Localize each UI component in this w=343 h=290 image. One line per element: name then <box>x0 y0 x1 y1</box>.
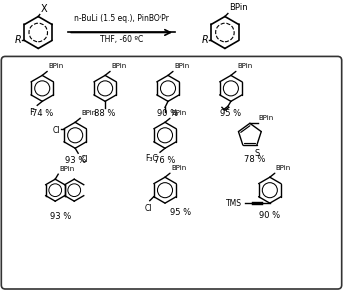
Text: 95 %: 95 % <box>220 109 241 118</box>
Text: 90 %: 90 % <box>259 211 280 220</box>
Text: BPin: BPin <box>171 165 186 171</box>
Text: BPin: BPin <box>59 166 74 172</box>
Text: n-BuLi (1.5 eq.), PinBOⁱPr: n-BuLi (1.5 eq.), PinBOⁱPr <box>74 14 169 23</box>
Text: BPin: BPin <box>174 64 189 69</box>
Text: TMS: TMS <box>226 199 242 208</box>
Text: Cl: Cl <box>80 155 88 164</box>
Text: BPin: BPin <box>81 110 96 116</box>
Text: 76 %: 76 % <box>154 156 176 165</box>
Text: 78 %: 78 % <box>244 155 265 164</box>
Text: 95 %: 95 % <box>170 208 191 217</box>
Text: THF, -60 ºC: THF, -60 ºC <box>100 35 143 44</box>
Text: BPin: BPin <box>276 165 291 171</box>
Text: 74 %: 74 % <box>32 109 53 118</box>
Text: BPin: BPin <box>111 64 126 69</box>
Text: BPin: BPin <box>259 115 274 121</box>
Text: 88 %: 88 % <box>94 109 116 118</box>
Text: BPin: BPin <box>48 64 63 69</box>
Text: 93 %: 93 % <box>50 212 71 221</box>
Text: R: R <box>15 35 21 46</box>
Text: 90 %: 90 % <box>157 109 179 118</box>
Text: BPin: BPin <box>229 3 248 12</box>
Text: 93 %: 93 % <box>64 156 86 165</box>
Text: Cl: Cl <box>145 204 153 213</box>
Text: F₃C: F₃C <box>145 154 158 163</box>
Text: F: F <box>29 108 34 117</box>
Text: BPin: BPin <box>171 110 186 116</box>
FancyBboxPatch shape <box>1 57 342 289</box>
Text: BPin: BPin <box>237 64 252 69</box>
Text: S: S <box>254 149 260 158</box>
Text: X: X <box>40 3 47 14</box>
Text: Cl: Cl <box>52 126 60 135</box>
Text: R: R <box>201 35 208 46</box>
